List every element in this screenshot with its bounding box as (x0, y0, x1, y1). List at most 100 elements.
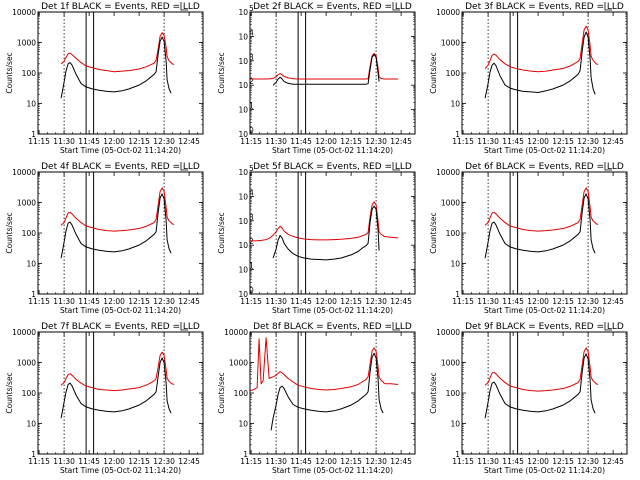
y-tick-label: 10 (238, 130, 248, 139)
y-tick-exponent: 2 (249, 77, 254, 86)
series-line-lld (250, 201, 399, 242)
series-line-lld (484, 347, 599, 392)
series-line-events (484, 31, 596, 99)
title-bracket-mark (604, 2, 612, 11)
x-tick-label: 11:15 (28, 297, 50, 306)
y-axis-label: Counts/sec (429, 212, 438, 253)
y-tick-label: 10 (26, 100, 36, 109)
x-tick-label: 12:30 (153, 297, 175, 306)
y-tick-label: 10 (238, 106, 248, 115)
x-tick-label: 11:15 (452, 457, 474, 466)
x-axis-label: Start Time (05-Oct-02 11:14:20) (60, 146, 181, 155)
x-tick-label: 12:45 (390, 137, 412, 146)
y-tick-label: 1 (31, 290, 36, 299)
x-tick-label: 12:45 (390, 297, 412, 306)
y-axis-label: Counts/sec (217, 212, 226, 253)
x-axis-label: Start Time (05-Oct-02 11:14:20) (272, 146, 393, 155)
x-tick-label: 12:45 (602, 297, 624, 306)
x-tick-label: 12:15 (128, 137, 150, 146)
y-axis-label: Counts/sec (5, 372, 14, 413)
panel-title: Det 7f BLACK = Events, RED = LLD (41, 322, 200, 332)
y-tick-exponent: 4 (249, 188, 254, 197)
series-line-events (272, 54, 380, 86)
y-tick-label: 1000 (17, 199, 36, 208)
y-tick-label: 10000 (436, 328, 460, 337)
x-tick-label: 12:30 (577, 457, 599, 466)
x-tick-label: 12:30 (153, 137, 175, 146)
panel-title: Det 4f BLACK = Events, RED = LLD (41, 162, 200, 172)
plot-frame (37, 11, 204, 135)
plot-frame (37, 331, 204, 455)
title-bracket-mark (180, 322, 188, 331)
y-tick-label: 10 (450, 420, 460, 429)
title-bracket-mark (180, 162, 188, 171)
y-tick-label: 10 (238, 192, 248, 201)
y-tick-label: 10000 (436, 8, 460, 17)
y-tick-label: 1000 (441, 199, 460, 208)
x-tick-label: 11:30 (477, 297, 499, 306)
x-tick-label: 12:00 (527, 297, 549, 306)
y-tick-label: 10 (450, 100, 460, 109)
title-bracket-mark (392, 162, 400, 171)
y-tick-label: 1000 (17, 39, 36, 48)
y-tick-label: 10000 (12, 8, 36, 17)
x-tick-label: 12:30 (365, 297, 387, 306)
series-line-events (60, 193, 172, 259)
y-tick-label: 1 (455, 130, 460, 139)
plot-frame (249, 331, 416, 455)
x-axis-label: Start Time (05-Oct-02 11:14:20) (60, 306, 181, 315)
y-tick-label: 10 (238, 290, 248, 299)
y-axis-label: Counts/sec (5, 212, 14, 253)
y-tick-label: 100 (22, 389, 37, 398)
x-tick-label: 12:15 (552, 297, 574, 306)
y-tick-label: 1 (243, 450, 248, 459)
series-line-lld (484, 187, 599, 232)
plot-frame (461, 11, 628, 135)
y-tick-label: 100 (446, 69, 461, 78)
y-axis-label: Counts/sec (5, 52, 14, 93)
x-tick-label: 11:15 (28, 137, 50, 146)
x-tick-label: 11:45 (290, 297, 312, 306)
x-tick-label: 12:00 (527, 137, 549, 146)
panel-title: Det 1f BLACK = Events, RED = LLD (41, 2, 200, 12)
y-axis-label: Counts/sec (429, 52, 438, 93)
x-axis-label: Start Time (05-Oct-02 11:14:20) (484, 466, 605, 475)
x-tick-label: 11:45 (290, 137, 312, 146)
y-tick-label: 10000 (12, 168, 36, 177)
y-tick-label: 1 (31, 450, 36, 459)
x-tick-label: 11:15 (452, 297, 474, 306)
x-tick-label: 12:15 (552, 137, 574, 146)
plot-frame (461, 331, 628, 455)
x-tick-label: 11:45 (78, 137, 100, 146)
series-line-lld (60, 351, 175, 392)
plot-frame (37, 171, 204, 295)
x-tick-label: 12:15 (340, 297, 362, 306)
panel-title: Det 9f BLACK = Events, RED = LLD (465, 322, 624, 332)
title-bracket-mark (180, 2, 188, 11)
y-tick-label: 10 (238, 420, 248, 429)
series-line-lld (60, 32, 175, 73)
y-axis-label: Counts/sec (217, 52, 226, 93)
x-tick-label: 12:00 (103, 137, 125, 146)
title-bracket-mark (392, 2, 400, 11)
x-tick-label: 11:30 (53, 137, 75, 146)
x-tick-label: 11:15 (240, 457, 262, 466)
x-tick-label: 11:30 (53, 457, 75, 466)
x-tick-label: 11:15 (28, 457, 50, 466)
y-axis-label: Counts/sec (429, 372, 438, 413)
y-tick-label: 100 (22, 229, 37, 238)
y-tick-label: 1 (455, 290, 460, 299)
plot-frame (461, 171, 628, 295)
y-tick-label: 10 (450, 260, 460, 269)
x-tick-label: 11:15 (452, 137, 474, 146)
y-tick-label: 1 (455, 450, 460, 459)
x-tick-label: 11:45 (290, 457, 312, 466)
x-tick-label: 11:30 (265, 457, 287, 466)
x-tick-label: 11:45 (502, 137, 524, 146)
